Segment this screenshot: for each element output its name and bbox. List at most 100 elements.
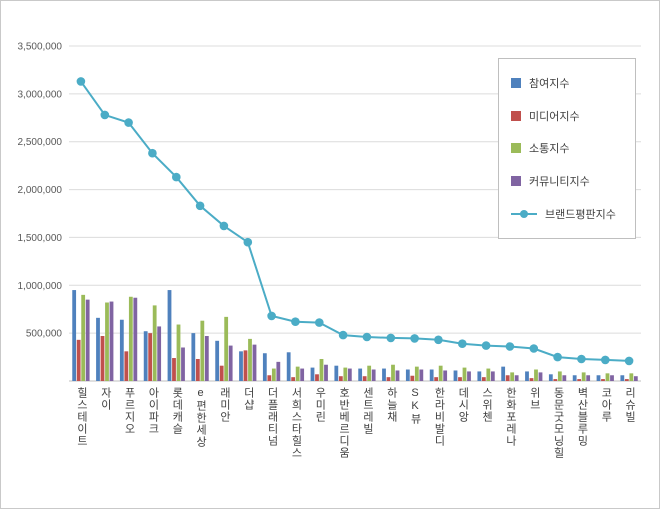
line-marker — [76, 77, 86, 86]
bar — [490, 371, 495, 381]
bar — [581, 372, 586, 381]
legend-label-brand-index: 브랜드평판지수 — [545, 208, 616, 221]
line-marker — [172, 172, 181, 182]
bar — [534, 369, 538, 381]
x-axis-label: 한라비발디 — [432, 387, 445, 447]
line-marker — [267, 311, 276, 321]
line-marker — [529, 344, 539, 353]
x-axis-label: 롯데캐슬 — [170, 387, 183, 435]
bar — [243, 350, 248, 381]
bar — [453, 370, 458, 381]
legend-item-media: 미디어지수 — [511, 108, 623, 124]
bar — [76, 339, 81, 381]
bar — [286, 352, 291, 381]
bar — [538, 372, 543, 381]
legend-item-community: 커뮤니티지수 — [511, 173, 623, 189]
bar — [133, 297, 138, 381]
y-axis-tick-label: 2,000,000 — [18, 185, 63, 196]
bar — [271, 368, 276, 381]
bar — [467, 371, 471, 381]
bar — [633, 376, 638, 381]
x-axis-label: 더샵 — [242, 387, 255, 411]
bar — [81, 294, 86, 381]
bar — [358, 368, 363, 381]
bar — [219, 365, 224, 381]
bar — [224, 316, 229, 381]
bar — [267, 375, 272, 381]
line-marker — [362, 332, 372, 342]
bar — [419, 369, 424, 381]
x-axis-label: 코아루 — [599, 387, 612, 423]
bar — [143, 331, 148, 381]
bar — [72, 290, 77, 381]
line-marker-icon — [511, 209, 537, 218]
bar — [501, 366, 506, 381]
bar — [310, 367, 315, 381]
line-marker — [315, 318, 324, 327]
bar — [167, 290, 172, 381]
x-axis-label: 서희스타힐스 — [289, 387, 302, 459]
bar — [152, 305, 157, 381]
bar — [605, 373, 610, 381]
bar — [176, 324, 181, 381]
line-marker — [148, 148, 157, 158]
bar — [362, 376, 367, 381]
bar — [334, 365, 339, 381]
x-axis-label: 우미린 — [313, 387, 326, 423]
bar — [200, 320, 205, 381]
legend-label-communication: 소통지수 — [529, 143, 570, 156]
bar — [629, 373, 634, 381]
bar — [119, 319, 124, 381]
bar — [128, 296, 133, 381]
legend-item-communication: 소통지수 — [511, 140, 623, 156]
line-marker — [124, 118, 133, 127]
bar — [109, 301, 114, 381]
x-axis-label: 하늘채 — [385, 387, 398, 423]
bar — [562, 375, 567, 381]
line-marker — [410, 334, 419, 343]
bar — [276, 361, 281, 381]
bar — [239, 351, 243, 381]
x-axis-label: 데시앙 — [456, 387, 469, 423]
bar — [343, 367, 348, 381]
line-marker — [577, 354, 586, 364]
bar — [181, 347, 185, 381]
bar — [410, 375, 415, 381]
bar — [548, 374, 553, 381]
bar — [529, 378, 534, 381]
legend: 참여지수 미디어지수 소통지수 커뮤니티지수 브랜드평판지수 — [498, 58, 636, 239]
bar — [195, 358, 200, 381]
bar — [85, 299, 90, 381]
bar — [481, 377, 486, 381]
bar — [510, 372, 515, 381]
bar — [438, 365, 443, 381]
bar — [596, 375, 601, 381]
line-marker — [386, 333, 396, 343]
x-axis-label: 센트레빌 — [361, 387, 374, 435]
bar — [553, 379, 558, 381]
line-marker — [434, 335, 443, 345]
x-axis-label: 래미안 — [218, 387, 231, 423]
legend-item-participation: 참여지수 — [511, 75, 623, 91]
x-axis-label: 위브 — [528, 387, 541, 411]
bar — [395, 370, 400, 381]
bar — [557, 371, 562, 381]
bar — [300, 368, 305, 381]
bar — [572, 375, 577, 381]
x-axis-label: 호반베르디움 — [337, 387, 350, 459]
y-axis-tick-label: 1,000,000 — [18, 281, 63, 292]
bar — [601, 379, 605, 381]
x-axis-label: e편한세상 — [194, 387, 207, 448]
bar — [514, 375, 519, 381]
bar — [252, 344, 257, 381]
bar — [157, 326, 162, 381]
line-marker — [553, 352, 562, 362]
legend-label-media: 미디어지수 — [529, 110, 580, 123]
bar — [295, 366, 300, 381]
bar — [434, 377, 439, 381]
bar — [505, 375, 510, 381]
bar — [248, 338, 252, 381]
bar — [347, 368, 352, 381]
